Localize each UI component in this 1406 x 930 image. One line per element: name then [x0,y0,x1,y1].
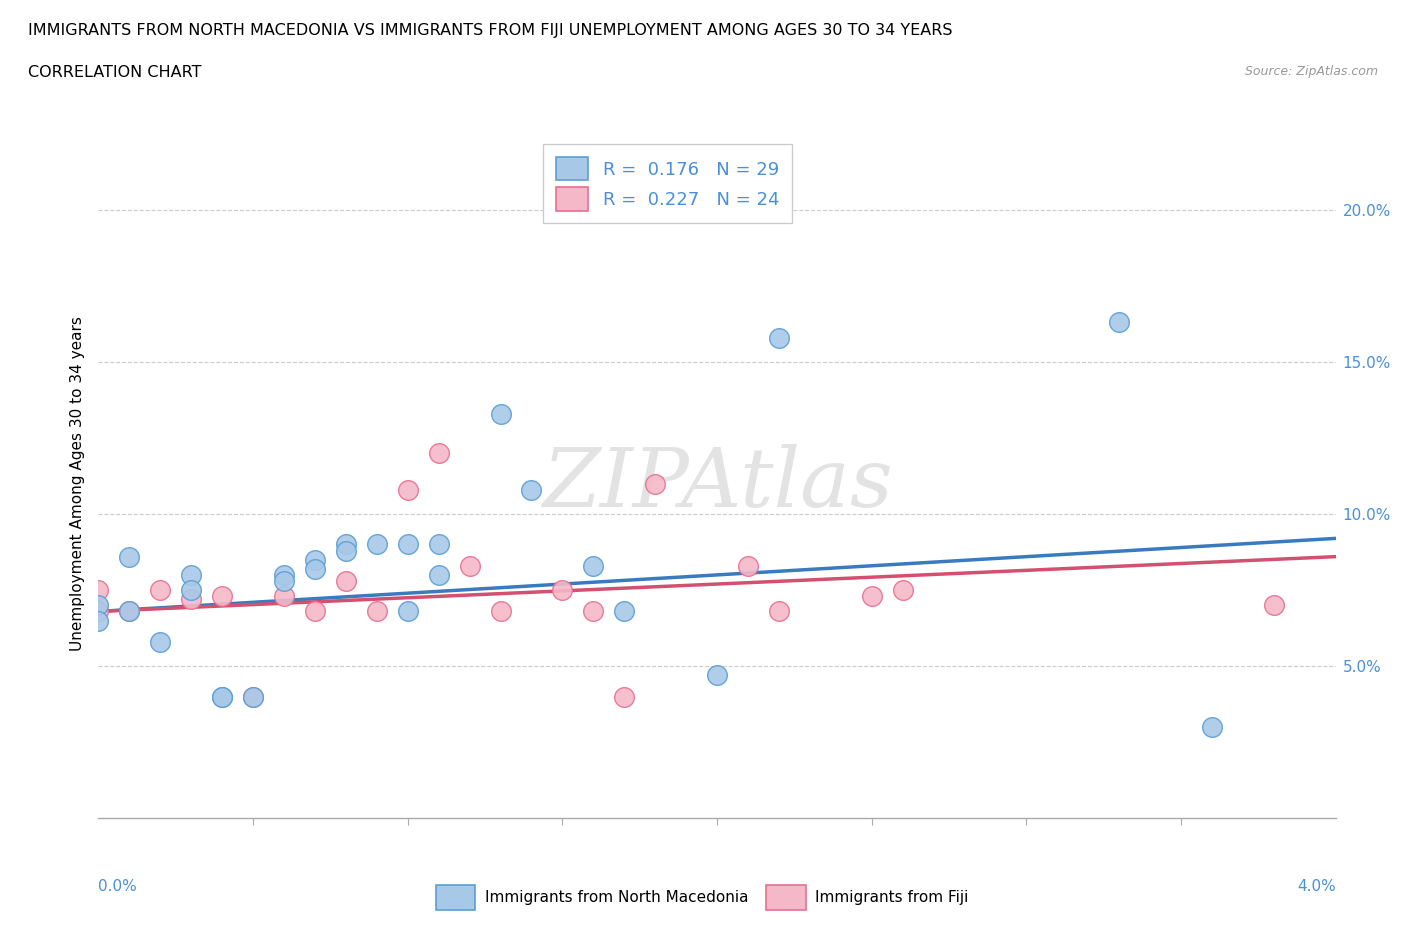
Point [304,604,326,618]
Point [118,604,141,618]
Point [644,476,666,491]
Point [180,583,202,598]
Point [613,604,636,618]
Point [1201,720,1223,735]
Point [87,604,110,618]
Point [335,543,357,558]
Point [396,483,419,498]
Text: Immigrants from North Macedonia: Immigrants from North Macedonia [485,890,748,905]
Point [1108,315,1130,330]
Point [304,552,326,567]
Point [87,583,110,598]
Point [149,583,172,598]
Point [860,589,883,604]
Text: Source: ZipAtlas.com: Source: ZipAtlas.com [1244,65,1378,78]
Point [87,613,110,628]
Point [335,537,357,551]
Text: CORRELATION CHART: CORRELATION CHART [28,65,201,80]
Point [427,567,450,582]
Text: IMMIGRANTS FROM NORTH MACEDONIA VS IMMIGRANTS FROM FIJI UNEMPLOYMENT AMONG AGES : IMMIGRANTS FROM NORTH MACEDONIA VS IMMIG… [28,23,953,38]
Point [737,558,759,573]
Point [304,562,326,577]
Point [149,634,172,649]
Point [458,558,481,573]
Point [273,567,295,582]
Point [87,598,110,613]
Legend: R =  0.176   N = 29, R =  0.227   N = 24: R = 0.176 N = 29, R = 0.227 N = 24 [543,144,792,223]
Point [180,591,202,606]
Point [768,330,790,345]
Point [582,604,605,618]
Text: Immigrants from Fiji: Immigrants from Fiji [815,890,969,905]
Point [180,567,202,582]
Point [242,689,264,704]
Point [1263,598,1285,613]
Point [489,406,512,421]
Point [891,583,914,598]
Point [211,589,233,604]
Point [242,689,264,704]
Point [335,574,357,589]
Y-axis label: Unemployment Among Ages 30 to 34 years: Unemployment Among Ages 30 to 34 years [69,316,84,651]
Point [273,574,295,589]
Point [118,604,141,618]
Point [396,604,419,618]
Point [768,604,790,618]
Point [613,689,636,704]
Point [273,589,295,604]
Point [427,537,450,551]
Point [211,689,233,704]
Point [706,668,728,683]
Text: 4.0%: 4.0% [1296,879,1336,894]
Point [118,550,141,565]
Point [489,604,512,618]
Point [551,583,574,598]
Point [427,445,450,460]
Point [366,604,388,618]
Point [396,537,419,551]
Point [582,558,605,573]
Point [211,689,233,704]
Point [520,483,543,498]
Text: 0.0%: 0.0% [98,879,138,894]
Text: ZIPAtlas: ZIPAtlas [541,444,893,524]
Point [366,537,388,551]
